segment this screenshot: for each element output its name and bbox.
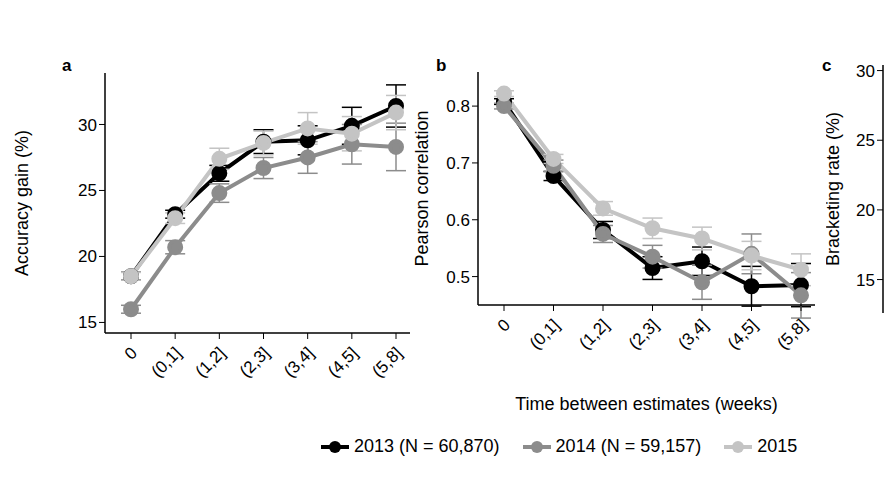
svg-text:20: 20 [856, 201, 875, 220]
html-text:c: c [822, 56, 832, 75]
html-text:2014 (N = 59,157): 2014 (N = 59,157) [555, 436, 702, 456]
svg-text:Bracketing rate (%): Bracketing rate (%) [826, 112, 843, 266]
svg-text:0: 0 [121, 343, 141, 363]
svg-text:0.6: 0.6 [446, 211, 470, 230]
svg-text:(5,8]: (5,8] [773, 315, 810, 352]
svg-text:25: 25 [856, 131, 875, 150]
svg-text:(3,4]: (3,4] [674, 315, 711, 352]
svg-text:(0,1]: (0,1] [148, 343, 185, 380]
svg-text:(2,3]: (2,3] [236, 343, 273, 380]
svg-text:(5,8]: (5,8] [368, 343, 405, 380]
svg-text:15: 15 [78, 313, 97, 332]
svg-text:0: 0 [494, 315, 514, 335]
html-text:2015: 2015 [757, 436, 798, 456]
svg-text:15: 15 [856, 271, 875, 290]
svg-text:(4,5]: (4,5] [324, 343, 361, 380]
svg-text:(3,4]: (3,4] [280, 343, 317, 380]
svg-text:20: 20 [78, 247, 97, 266]
svg-text:Accuracy gain (%): Accuracy gain (%) [12, 130, 32, 276]
svg-text:30: 30 [78, 116, 97, 135]
svg-text:(0,1]: (0,1] [526, 315, 563, 352]
svg-text:(1,2]: (1,2] [192, 343, 229, 380]
svg-text:(1,2]: (1,2] [575, 315, 612, 352]
svg-text:0.7: 0.7 [446, 154, 470, 173]
html-text:2013 (N = 60,870): 2013 (N = 60,870) [354, 436, 500, 456]
svg-text:25: 25 [78, 181, 97, 200]
html-text:b: b [436, 56, 447, 75]
svg-text:Pearson correlation: Pearson correlation [412, 110, 432, 266]
svg-text:0.5: 0.5 [446, 268, 470, 287]
svg-text:0.8: 0.8 [446, 97, 470, 116]
svg-text:30: 30 [856, 62, 875, 81]
svg-text:Time between estimates (weeks): Time between estimates (weeks) [515, 394, 777, 414]
svg-text:(4,5]: (4,5] [724, 315, 761, 352]
svg-text:(2,3]: (2,3] [625, 315, 662, 352]
html-text:a: a [62, 56, 72, 75]
